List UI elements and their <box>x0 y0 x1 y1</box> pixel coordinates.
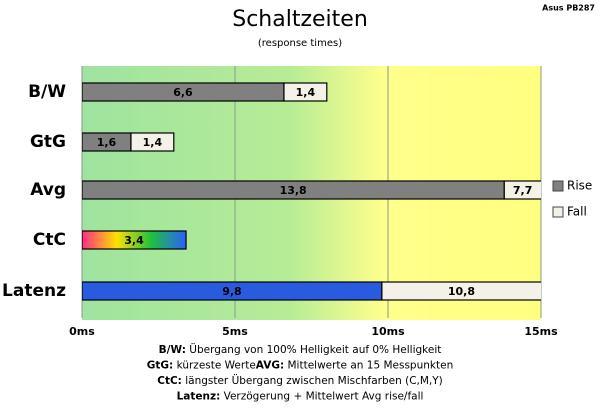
note: CtC: längster Übergang zwischen Mischfar… <box>157 374 443 387</box>
legend-swatch <box>552 180 564 192</box>
bar <box>503 180 541 200</box>
chart-title: Schaltzeiten <box>232 7 368 32</box>
bar <box>82 230 187 250</box>
note-term: Latenz: <box>177 391 221 403</box>
note-term: AVG: <box>256 360 284 372</box>
category-label: Latenz <box>2 281 66 301</box>
legend-label: Fall <box>567 205 587 219</box>
note: B/W: Übergang von 100% Helligkeit auf 0%… <box>159 343 442 356</box>
note-term: GtG: <box>147 360 173 372</box>
legend-swatch <box>552 206 564 218</box>
legend-label: Rise <box>567 179 592 193</box>
note-text: Übergang von 100% Helligkeit auf 0% Hell… <box>186 343 441 356</box>
x-tick-label: 10ms <box>371 325 405 338</box>
data-label: 6,6 <box>173 86 193 99</box>
category-label: B/W <box>28 82 66 102</box>
data-label: 1,4 <box>296 86 316 99</box>
bar-labels: 6,6 1,4 1,6 1,4 13,8 7,7 3,4 9,8 10,8 <box>97 86 533 298</box>
note-text: kürzeste Werte <box>173 360 256 372</box>
data-label: 1,4 <box>143 136 163 149</box>
bars <box>82 82 541 301</box>
note-term: B/W: <box>159 344 186 356</box>
data-label: 3,4 <box>124 234 144 247</box>
note: Latenz: Verzögerung + Mittelwert Avg ris… <box>177 391 424 403</box>
category-label: CtC <box>33 230 66 250</box>
bar <box>130 132 175 152</box>
bar <box>381 281 541 301</box>
category-label: GtG <box>30 132 66 152</box>
data-label: 10,8 <box>448 285 475 298</box>
category-label: Avg <box>30 180 66 200</box>
x-tick-label: 15ms <box>524 325 558 338</box>
note-text: Verzögerung + Mittelwert Avg rise/fall <box>220 391 423 403</box>
bar <box>283 82 328 102</box>
note: GtG: kürzeste WerteAVG: Mittelwerte an 1… <box>147 360 453 372</box>
note-text: Mittelwerte an 15 Messpunkten <box>284 360 453 372</box>
data-label: 1,6 <box>97 136 117 149</box>
data-label: 13,8 <box>280 184 307 197</box>
x-tick-label: 5ms <box>222 325 248 338</box>
note-term: CtC: <box>157 375 182 387</box>
x-tick-label: 0ms <box>69 325 95 338</box>
note-text: längster Übergang zwischen Mischfarben (… <box>182 374 443 387</box>
data-label: 7,7 <box>513 184 533 197</box>
data-label: 9,8 <box>222 285 242 298</box>
chart-subtitle: (response times) <box>258 38 342 49</box>
corner-note: Asus PB287 <box>542 4 595 13</box>
